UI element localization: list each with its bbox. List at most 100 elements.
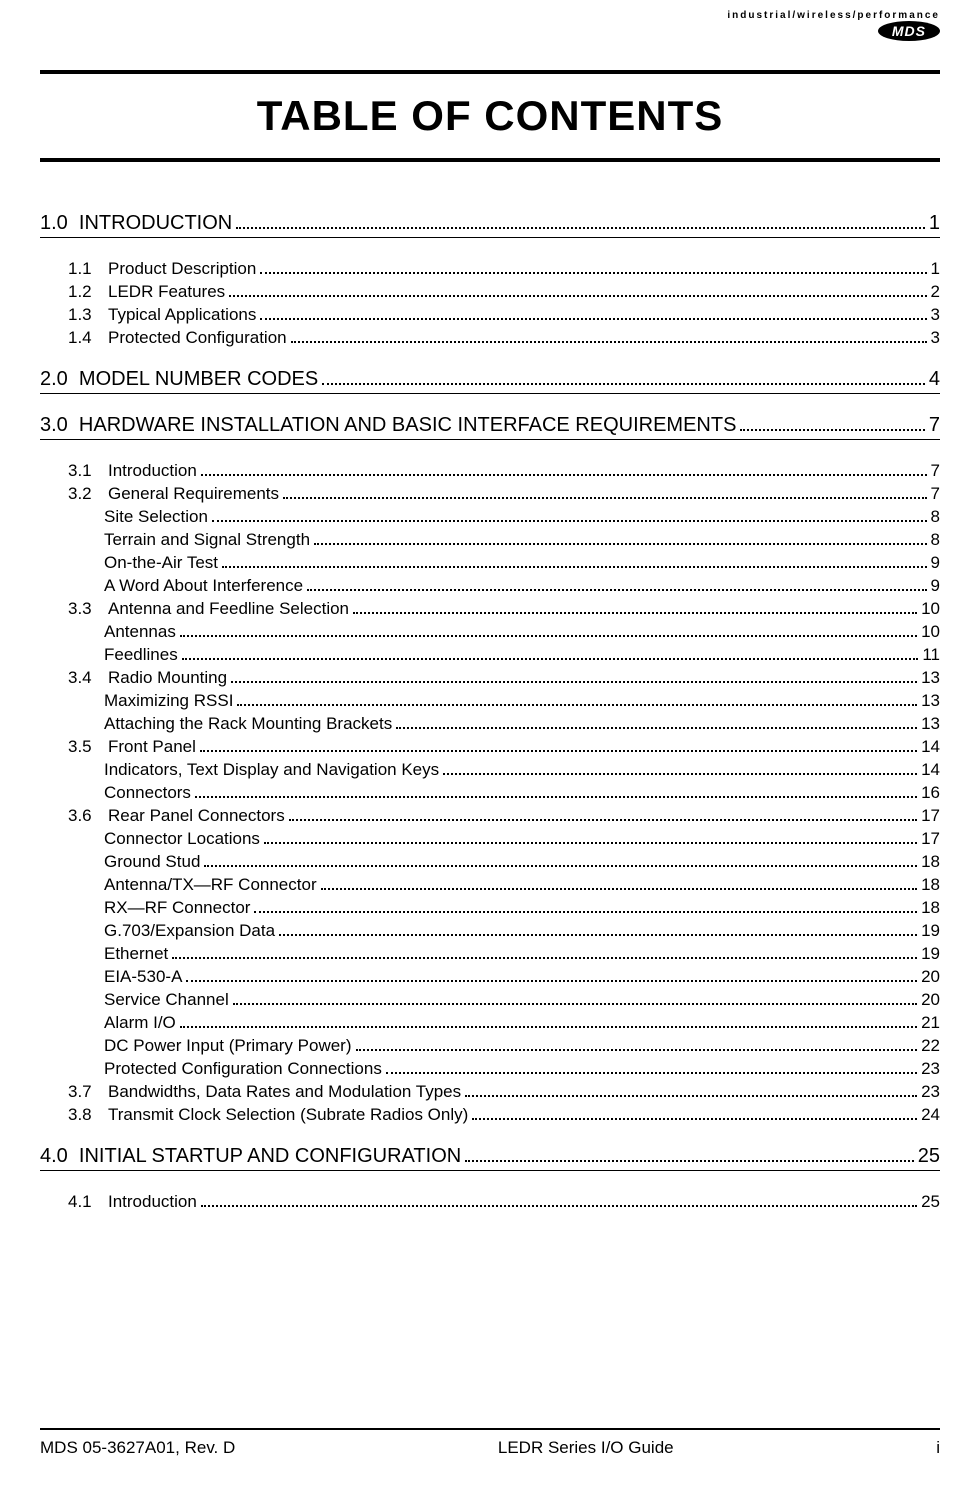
toc-entry-title: General Requirements [108, 484, 279, 504]
toc-section: 1.0 INTRODUCTION1 [40, 212, 940, 238]
toc-subitem: G.703/Expansion Data19 [40, 921, 940, 941]
toc-entry-page: 17 [921, 806, 940, 826]
toc-entry-title: RX—RF Connector [104, 898, 250, 918]
page-title: TABLE OF CONTENTS [40, 92, 940, 140]
toc-entry-title: Radio Mounting [108, 668, 227, 688]
toc-entry-page: 4 [929, 368, 940, 391]
toc-leader-dots [201, 1205, 917, 1207]
toc-entry-page: 7 [929, 414, 940, 437]
toc-subitem: Alarm I/O21 [40, 1013, 940, 1033]
toc-subitem: RX—RF Connector 18 [40, 898, 940, 918]
toc-entry-title: MODEL NUMBER CODES [79, 368, 318, 391]
toc-entry-page: 13 [921, 668, 940, 688]
toc-leader-dots [465, 1095, 917, 1097]
table-of-contents: 1.0 INTRODUCTION11.1 Product Description… [40, 212, 940, 1212]
toc-entry-page: 18 [921, 898, 940, 918]
toc-entry-page: 18 [921, 852, 940, 872]
toc-entry-page: 10 [921, 599, 940, 619]
toc-subitem: Terrain and Signal Strength8 [40, 530, 940, 550]
toc-entry-number: 3.8 [68, 1105, 108, 1125]
toc-entry-page: 9 [931, 576, 940, 596]
toc-entry-number: 1.0 [40, 212, 79, 235]
toc-subitem: Ethernet19 [40, 944, 940, 964]
toc-leader-dots [279, 934, 917, 936]
toc-subitem: A Word About Interference9 [40, 576, 940, 596]
toc-leader-dots [182, 658, 919, 660]
toc-leader-dots [353, 612, 917, 614]
toc-leader-dots [236, 227, 925, 229]
header-logo-block: industrial/wireless/performance MDS [727, 10, 940, 41]
toc-entry-title: HARDWARE INSTALLATION AND BASIC INTERFAC… [79, 414, 737, 437]
toc-entry-title: Feedlines [104, 645, 178, 665]
toc-subsection: 1.1 Product Description1 [40, 259, 940, 279]
toc-entry-title: Antennas [104, 622, 176, 642]
toc-entry-number: 4.1 [68, 1192, 108, 1212]
toc-entry-title: Transmit Clock Selection (Subrate Radios… [108, 1105, 468, 1125]
toc-leader-dots [180, 635, 917, 637]
toc-entry-title: Protected Configuration Connections [104, 1059, 382, 1079]
toc-entry-number: 1.2 [68, 282, 108, 302]
toc-entry-page: 10 [921, 622, 940, 642]
toc-entry-title: Ground Stud [104, 852, 200, 872]
toc-entry-title: Introduction [108, 461, 197, 481]
toc-entry-page: 14 [921, 737, 940, 757]
toc-entry-page: 1 [931, 259, 940, 279]
toc-leader-dots [229, 295, 926, 297]
toc-subitem: DC Power Input (Primary Power)22 [40, 1036, 940, 1056]
toc-subitem: Feedlines11 [40, 645, 940, 665]
toc-entry-title: On-the-Air Test [104, 553, 218, 573]
toc-entry-page: 3 [931, 305, 940, 325]
toc-subitem: Antenna/TX—RF Connector18 [40, 875, 940, 895]
toc-entry-page: 25 [921, 1192, 940, 1212]
toc-entry-title: Bandwidths, Data Rates and Modulation Ty… [108, 1082, 461, 1102]
toc-section: 4.0 INITIAL STARTUP AND CONFIGURATION25 [40, 1145, 940, 1171]
footer-center: LEDR Series I/O Guide [498, 1438, 674, 1458]
toc-entry-title: Ethernet [104, 944, 168, 964]
toc-leader-dots [172, 957, 917, 959]
toc-subitem: Antennas 10 [40, 622, 940, 642]
toc-subitem: Protected Configuration Connections23 [40, 1059, 940, 1079]
toc-entry-title: Product Description [108, 259, 256, 279]
toc-leader-dots [254, 911, 917, 913]
toc-leader-dots [740, 429, 924, 431]
toc-leader-dots [386, 1072, 917, 1074]
footer-right: i [936, 1438, 940, 1458]
toc-subsection: 3.6 Rear Panel Connectors17 [40, 806, 940, 826]
toc-section: 2.0 MODEL NUMBER CODES 4 [40, 368, 940, 394]
footer-left: MDS 05-3627A01, Rev. D [40, 1438, 235, 1458]
toc-entry-page: 2 [931, 282, 940, 302]
toc-entry-page: 14 [921, 760, 940, 780]
toc-entry-page: 24 [921, 1105, 940, 1125]
toc-subsection: 3.1 Introduction7 [40, 461, 940, 481]
toc-entry-title: INTRODUCTION [79, 212, 232, 235]
toc-subsection: 3.8 Transmit Clock Selection (Subrate Ra… [40, 1105, 940, 1125]
toc-entry-title: Antenna/TX—RF Connector [104, 875, 317, 895]
toc-leader-dots [283, 497, 927, 499]
toc-entry-page: 21 [921, 1013, 940, 1033]
toc-entry-title: Connectors [104, 783, 191, 803]
toc-entry-page: 13 [921, 714, 940, 734]
toc-entry-title: LEDR Features [108, 282, 225, 302]
toc-entry-number: 3.7 [68, 1082, 108, 1102]
toc-subsection: 1.3 Typical Applications3 [40, 305, 940, 325]
toc-entry-number: 2.0 [40, 368, 79, 391]
toc-leader-dots [291, 341, 927, 343]
toc-entry-number: 3.2 [68, 484, 108, 504]
toc-leader-dots [180, 1026, 917, 1028]
toc-entry-number: 3.4 [68, 668, 108, 688]
toc-subsection: 3.7 Bandwidths, Data Rates and Modulatio… [40, 1082, 940, 1102]
toc-entry-page: 7 [931, 484, 940, 504]
toc-entry-page: 3 [931, 328, 940, 348]
toc-subsection: 3.3 Antenna and Feedline Selection10 [40, 599, 940, 619]
toc-subsection: 1.2 LEDR Features 2 [40, 282, 940, 302]
toc-leader-dots [260, 318, 926, 320]
toc-leader-dots [396, 727, 917, 729]
toc-entry-title: Maximizing RSSI [104, 691, 233, 711]
toc-subitem: Maximizing RSSI13 [40, 691, 940, 711]
toc-section: 3.0 HARDWARE INSTALLATION AND BASIC INTE… [40, 414, 940, 440]
toc-leader-dots [472, 1118, 917, 1120]
toc-subsection: 4.1 Introduction25 [40, 1192, 940, 1212]
toc-entry-page: 23 [921, 1082, 940, 1102]
toc-subitem: Attaching the Rack Mounting Brackets13 [40, 714, 940, 734]
toc-subitem: Ground Stud 18 [40, 852, 940, 872]
